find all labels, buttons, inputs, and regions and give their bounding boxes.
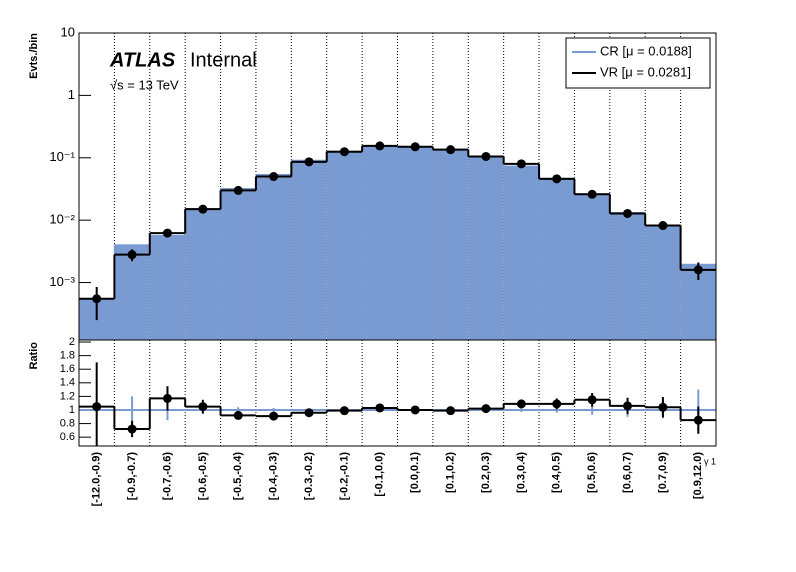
data-point	[269, 411, 279, 421]
bar	[503, 165, 540, 340]
x-tick-label: [-12.0,-0.9)	[91, 452, 103, 507]
bar	[574, 193, 610, 340]
data-point	[658, 402, 668, 412]
x-tick-label: [-0.5,-0.4)	[232, 452, 244, 501]
data-point	[410, 142, 420, 152]
x-axis-title: γ 1	[704, 456, 716, 466]
data-point	[92, 402, 102, 412]
y-tick-label: 10⁻²	[49, 212, 75, 227]
data-point	[198, 204, 208, 214]
bar	[220, 187, 256, 340]
data-point	[127, 250, 137, 260]
bar	[609, 212, 646, 340]
x-tick-label: [-0.9,-0.7)	[126, 452, 138, 501]
y-tick-label: 10⁻¹	[49, 149, 75, 164]
x-tick-label: [0.0,0.1)	[409, 452, 421, 493]
data-point	[693, 415, 703, 425]
y-tick-label: 1.6	[60, 363, 75, 375]
y-tick-label: 1.8	[60, 350, 75, 362]
x-tick-label: [0.3,0.4)	[515, 452, 527, 493]
data-point	[446, 145, 456, 155]
legend-box	[565, 37, 711, 89]
data-point	[410, 405, 420, 415]
data-point	[304, 408, 314, 418]
y-axis-title: Evts./bin	[28, 33, 40, 79]
y-tick-label: 10⁻³	[49, 274, 75, 289]
data-point	[162, 393, 172, 403]
x-tick-label: [0.5,0.6)	[586, 452, 598, 493]
data-point	[516, 159, 526, 169]
data-point	[127, 424, 137, 434]
data-point	[233, 185, 243, 195]
data-point	[233, 410, 243, 420]
x-tick-label: [-0.7,-0.6)	[161, 452, 173, 501]
bar	[149, 234, 186, 340]
data-point	[162, 228, 172, 238]
bar	[468, 155, 504, 340]
x-tick-label: [0.1,0.2)	[444, 452, 456, 493]
data-point	[375, 403, 385, 413]
y-tick-label: 1.4	[60, 377, 75, 389]
bar	[362, 145, 398, 340]
data-point	[552, 399, 562, 409]
data-point	[339, 406, 349, 416]
data-point	[481, 404, 491, 414]
data-point	[623, 208, 633, 218]
bar	[645, 224, 681, 340]
x-tick-label: [0.9,12.0)	[692, 452, 704, 499]
x-tick-label: [-0.6,-0.5)	[197, 452, 209, 501]
y-tick-label: 1	[68, 87, 75, 102]
atlas-label: ATLAS	[109, 49, 176, 71]
x-tick-label: [-0.1,0.0)	[374, 452, 386, 497]
data-point	[623, 401, 633, 411]
y-tick-label: 1	[69, 404, 75, 416]
x-tick-label: [0.6,0.7)	[621, 452, 633, 493]
data-point	[693, 265, 703, 275]
bar	[539, 177, 575, 340]
data-point	[658, 221, 668, 231]
y-tick-label: 0.8	[60, 417, 75, 429]
data-point	[269, 172, 279, 182]
energy-label: √s = 13 TeV	[110, 77, 179, 92]
internal-label: Internal	[190, 49, 257, 71]
bar	[255, 173, 292, 340]
bar	[185, 208, 221, 340]
bar	[432, 148, 469, 340]
x-tick-label: [0.7,0.9)	[657, 452, 669, 493]
data-point	[92, 294, 102, 304]
x-tick-label: [0.4,0.5)	[551, 452, 563, 493]
bar	[397, 146, 433, 340]
data-point	[304, 157, 314, 167]
y-tick-label: 1.2	[60, 390, 75, 402]
data-point	[552, 174, 562, 184]
y-tick-label: 2	[69, 336, 75, 348]
legend-label: VR [μ = 0.0281]	[600, 64, 691, 79]
x-tick-label: [0.2,0.3)	[480, 452, 492, 493]
x-tick-label: [-0.4,-0.3)	[268, 452, 280, 501]
bar	[291, 159, 327, 340]
data-point	[516, 399, 526, 409]
x-tick-label: [-0.2,-0.1)	[338, 452, 350, 501]
ratio-frame	[78, 339, 717, 447]
bar	[326, 150, 363, 340]
legend: CR [μ = 0.0188] VR [μ = 0.0281]	[565, 37, 711, 89]
ratio-axis-title: Ratio	[28, 342, 40, 370]
legend-label: CR [μ = 0.0188]	[600, 43, 692, 58]
data-point	[375, 141, 385, 151]
data-point	[198, 402, 208, 412]
x-tick-label: [-0.3,-0.2)	[303, 452, 315, 501]
data-point	[587, 189, 597, 199]
data-point	[587, 395, 597, 405]
plot-area: 10110⁻¹10⁻²10⁻³21.81.61.41.210.80.6[-12.…	[49, 24, 716, 506]
data-point	[481, 151, 491, 161]
y-tick-label: 0.6	[60, 431, 75, 443]
y-tick-label: 10	[61, 24, 75, 39]
data-point	[339, 147, 349, 157]
data-point	[446, 406, 456, 416]
